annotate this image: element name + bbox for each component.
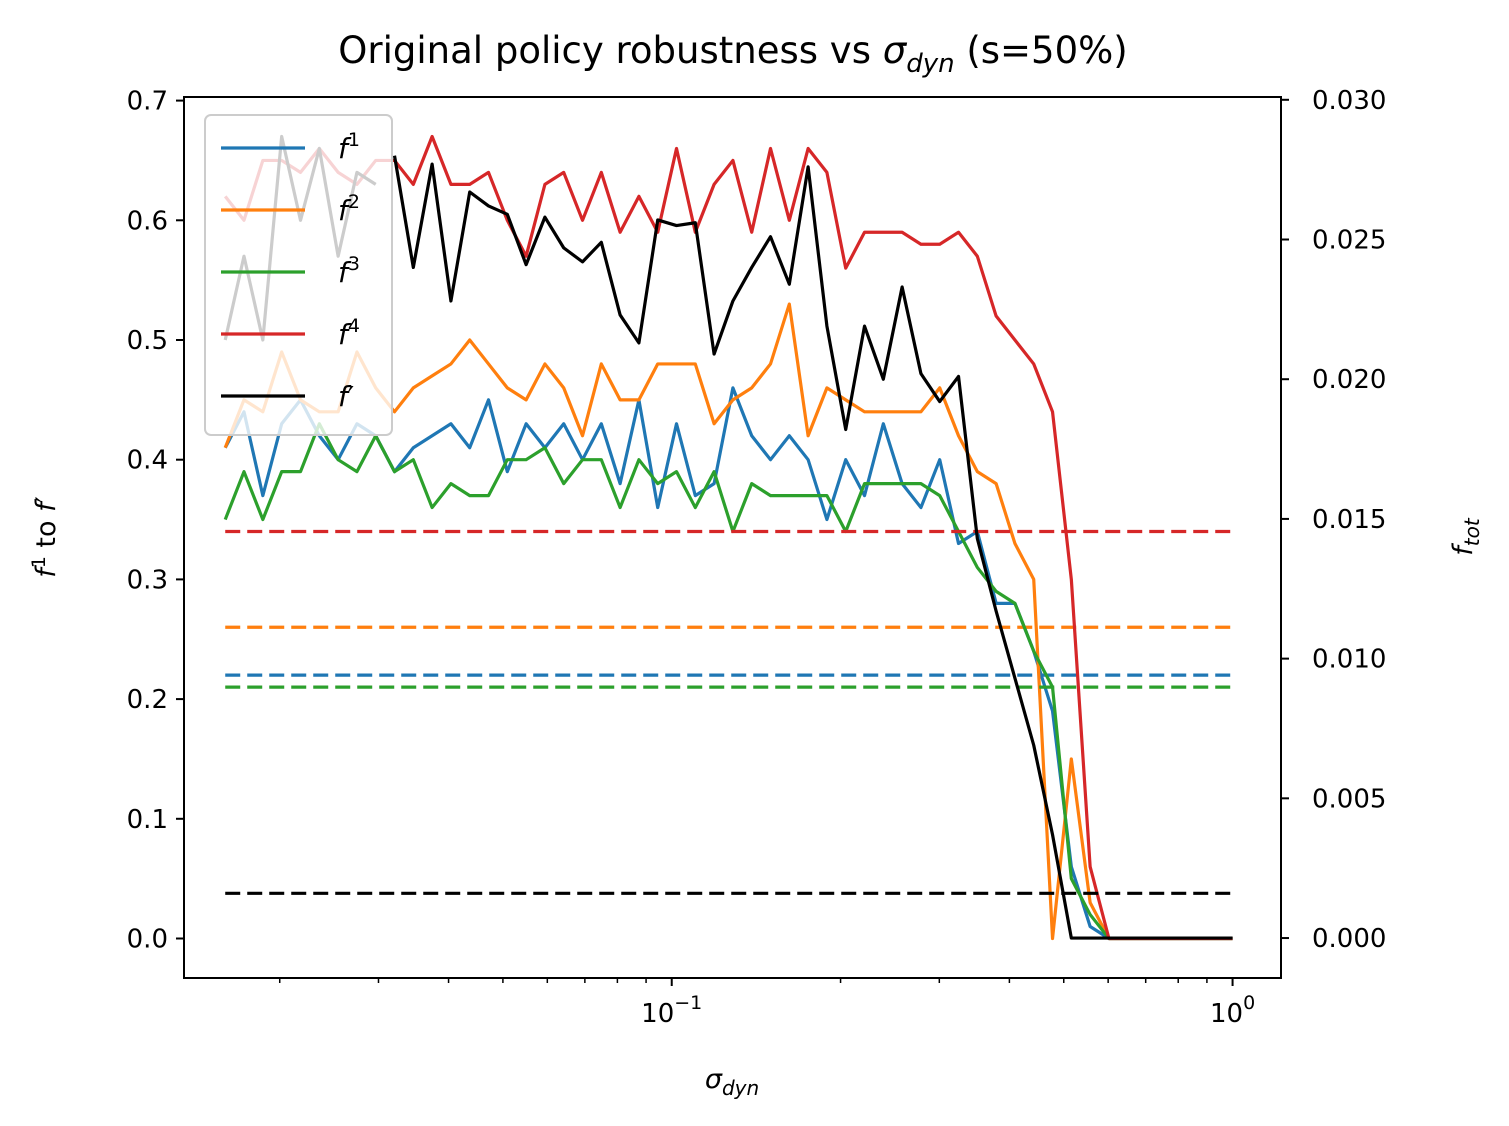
x-tick-label: 10−1 [641,992,702,1029]
y-left-tick-label: 0.6 [127,206,168,236]
legend-label: f′ [338,380,354,413]
y-left-tick-label: 0.1 [127,805,168,835]
chart-title: Original policy robustness vs σdyn (s=50… [338,29,1127,79]
legend-box [204,114,393,436]
y-left-tick-label: 0.3 [127,565,168,595]
line-series-2 [223,302,1233,941]
y-axis-left-label: f1 to f′ [28,496,62,578]
y-right-tick-label: 0.005 [1312,784,1386,814]
x-tick-label: 100 [1210,992,1255,1029]
x-axis-label: σdyn [705,1064,759,1100]
y-left-tick-label: 0.4 [127,446,168,476]
plot-frame [183,96,1282,979]
y-right-tick-label: 0.000 [1312,924,1386,954]
y-left-tick-label: 0.0 [127,924,168,954]
axes: 0.0 0.1 0.2 0.3 0.4 0.5 0.6 0.7 0.000 0.005 0.010 0… [127,86,1387,1029]
y-left-tick-label: 0.5 [127,326,168,356]
plot-area [223,134,1233,941]
y-right-tick-label: 0.030 [1312,86,1386,116]
legend-label: f4 [338,315,360,351]
y-right-tick-label: 0.015 [1312,505,1386,535]
line-series-5 [392,155,1233,940]
y-right-tick-label: 0.010 [1312,645,1386,675]
y-left-tick-label: 0.2 [127,685,168,715]
y-right-tick-label: 0.020 [1312,365,1386,395]
y-right-tick-label: 0.025 [1312,226,1386,256]
y-left-tick-label: 0.7 [127,87,168,117]
